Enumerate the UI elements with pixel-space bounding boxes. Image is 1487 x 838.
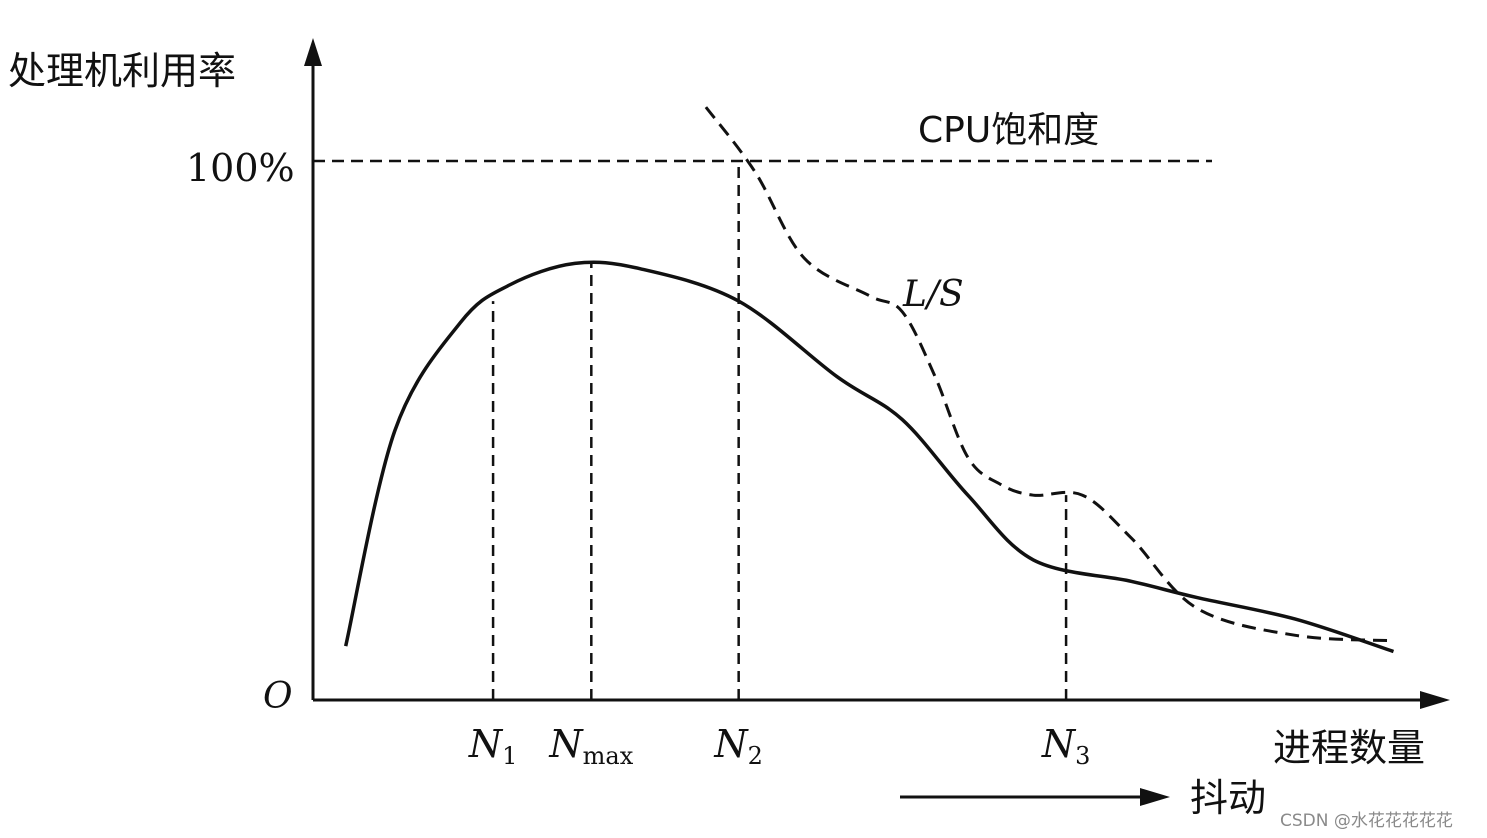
marker-lines xyxy=(491,161,1068,700)
origin-label: O xyxy=(263,676,293,717)
cpu-saturation-label: CPU饱和度 xyxy=(918,110,1099,151)
ls-label: L/S xyxy=(902,274,964,315)
x-marker-label-2: Nmax xyxy=(548,722,633,770)
watermark: CSDN @水花花花花花 xyxy=(1280,811,1453,831)
x-axis-label: 进程数量 xyxy=(1273,726,1425,770)
y-axis-arrow xyxy=(304,38,322,66)
series-group xyxy=(343,106,1395,654)
y-tick-100: 100% xyxy=(186,146,295,190)
ls-curve xyxy=(704,106,1394,643)
x-marker-label-4: N3 xyxy=(1041,722,1091,770)
thrashing-label: 抖动 xyxy=(1190,776,1266,820)
x-marker-label-1: N1 xyxy=(468,722,518,770)
thrashing-arrow-head xyxy=(1140,788,1170,806)
x-axis-arrow xyxy=(1420,691,1450,709)
y-axis-label: 处理机利用率 xyxy=(8,49,236,93)
x-marker-labels: N1 Nmax N2 N3 xyxy=(468,722,1091,770)
cpu-utilization-curve xyxy=(343,260,1395,654)
x-marker-label-3: N2 xyxy=(713,722,763,770)
